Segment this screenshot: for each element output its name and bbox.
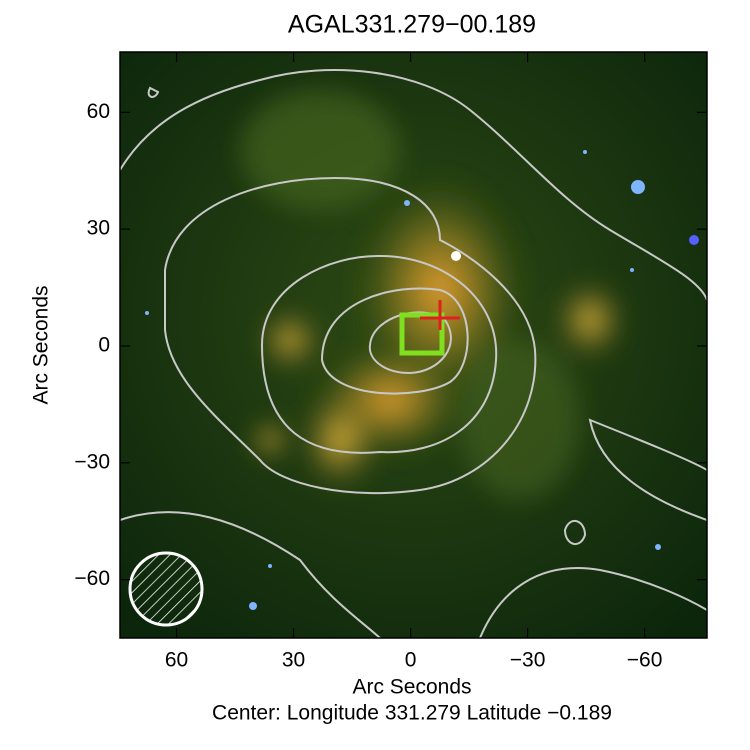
- footer: Center: Longitude 331.279 Latitude −0.18…: [212, 702, 612, 725]
- y-tick-label: −30: [74, 450, 110, 473]
- plot-frame: [119, 51, 708, 639]
- x-tick-label: 0: [405, 649, 417, 672]
- y-axis-label: Arc Seconds: [30, 285, 53, 404]
- chart-title: AGAL331.279−00.189: [288, 11, 536, 39]
- y-tick-label: 0: [98, 334, 110, 357]
- x-axis-label: Arc Seconds: [352, 676, 471, 699]
- sky-image: [120, 52, 707, 638]
- y-tick-label: 60: [87, 100, 110, 123]
- x-tick-label: 60: [165, 649, 188, 672]
- y-tick-label: 30: [87, 217, 110, 240]
- x-tick-label: 30: [282, 649, 305, 672]
- x-tick-label: −60: [627, 649, 663, 672]
- x-tick-label: −30: [510, 649, 546, 672]
- y-tick-label: −60: [74, 567, 110, 590]
